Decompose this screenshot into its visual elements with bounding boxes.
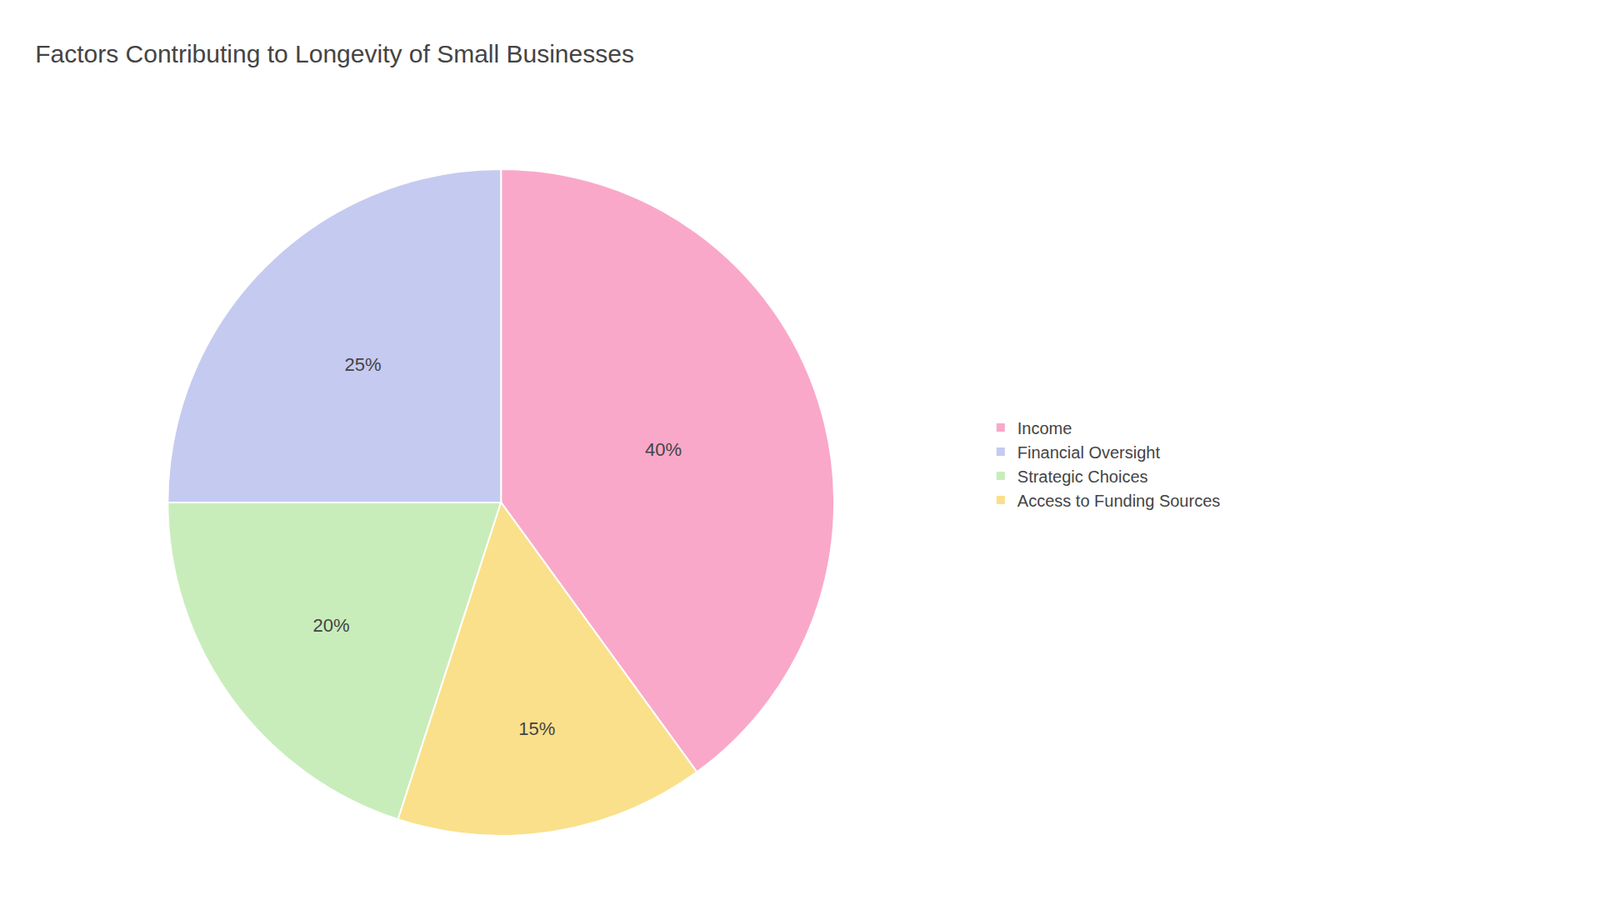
svg-text:Income: Income xyxy=(1017,419,1073,438)
svg-text:Financial Oversight: Financial Oversight xyxy=(1017,443,1161,462)
svg-text:Factors Contributing to Longev: Factors Contributing to Longevity of Sma… xyxy=(35,40,635,68)
svg-text:25%: 25% xyxy=(345,354,382,375)
svg-text:40%: 40% xyxy=(645,439,682,460)
svg-text:Access to Funding Sources: Access to Funding Sources xyxy=(1017,491,1220,510)
svg-text:15%: 15% xyxy=(518,718,555,740)
svg-text:20%: 20% xyxy=(312,615,350,636)
svg-text:Strategic Choices: Strategic Choices xyxy=(1017,467,1149,486)
